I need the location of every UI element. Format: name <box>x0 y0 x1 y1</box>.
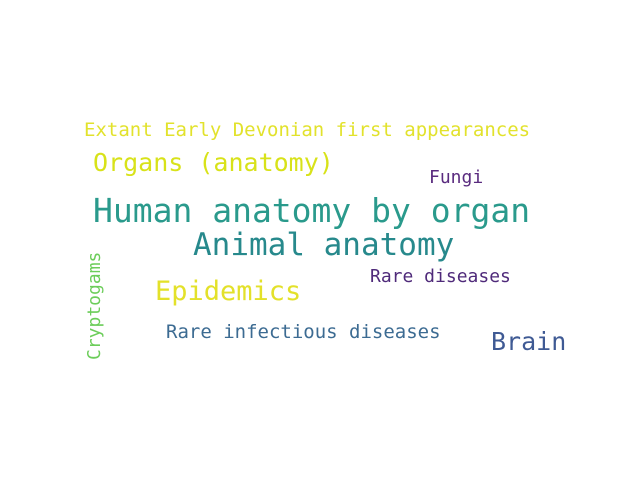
word-animal-anatomy: Animal anatomy <box>193 227 455 263</box>
word-extant-early-devonian: Extant Early Devonian first appearances <box>84 119 531 141</box>
word-human-anatomy-by-organ: Human anatomy by organ <box>93 191 531 230</box>
word-fungi: Fungi <box>429 167 484 188</box>
word-cryptogams: Cryptogams <box>84 251 105 360</box>
word-brain: Brain <box>491 327 567 356</box>
word-rare-diseases: Rare diseases <box>370 266 511 287</box>
word-organs-anatomy: Organs (anatomy) <box>93 148 334 177</box>
word-rare-infectious-diseases: Rare infectious diseases <box>166 321 441 343</box>
word-epidemics: Epidemics <box>155 276 302 307</box>
